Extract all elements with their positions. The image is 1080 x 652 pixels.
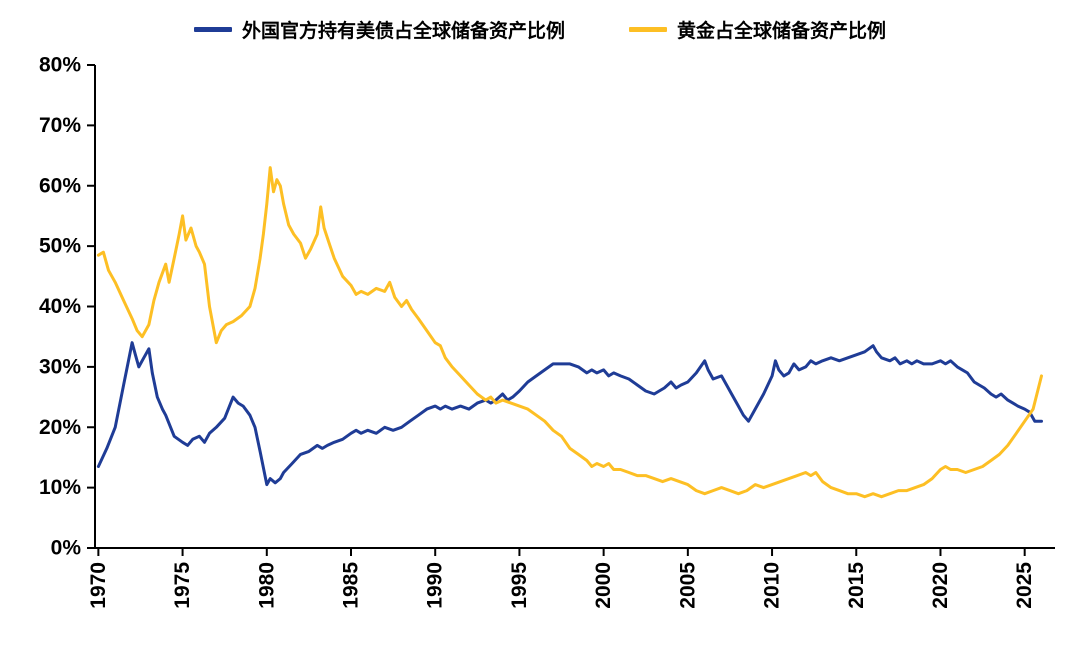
y-axis-label: 50% — [39, 235, 81, 258]
legend-swatch-treasury-icon — [193, 27, 232, 32]
y-axis-label: 0% — [51, 537, 82, 560]
y-axis-label: 30% — [39, 355, 81, 378]
x-axis-label: 1995 — [508, 562, 531, 609]
x-axis-label: 2005 — [676, 562, 699, 609]
legend-item-treasury: 外国官方持有美债占全球储备资产比例 — [193, 16, 565, 43]
legend-label-treasury: 外国官方持有美债占全球储备资产比例 — [241, 21, 565, 42]
y-axis-label: 80% — [39, 54, 81, 77]
y-axis-label: 40% — [39, 295, 81, 318]
y-axis-label: 60% — [39, 174, 81, 197]
x-axis-label: 1985 — [340, 562, 363, 609]
x-axis-label: 1975 — [171, 562, 194, 609]
x-axis-label: 2000 — [592, 562, 615, 609]
series-line-gold — [96, 166, 1043, 499]
y-axis-label: 70% — [39, 114, 81, 137]
x-axis-label: 1970 — [87, 562, 110, 609]
y-axis-label: 10% — [39, 476, 81, 499]
series-line-treasury — [96, 341, 1043, 487]
x-axis-label: 2025 — [1013, 562, 1036, 609]
x-axis-label: 1980 — [255, 562, 278, 609]
legend-label-gold: 黄金占全球储备资产比例 — [677, 21, 887, 42]
x-axis-label: 2020 — [929, 562, 952, 609]
legend-swatch-gold-icon — [629, 27, 667, 32]
legend-item-gold: 黄金占全球储备资产比例 — [629, 16, 886, 43]
y-axis-label: 20% — [39, 416, 81, 439]
chart-legend: 外国官方持有美债占全球储备资产比例 黄金占全球储备资产比例 — [0, 16, 1080, 43]
x-axis-label: 1990 — [424, 562, 447, 609]
x-axis-label: 2015 — [845, 562, 868, 609]
x-axis-label: 2010 — [761, 562, 784, 609]
